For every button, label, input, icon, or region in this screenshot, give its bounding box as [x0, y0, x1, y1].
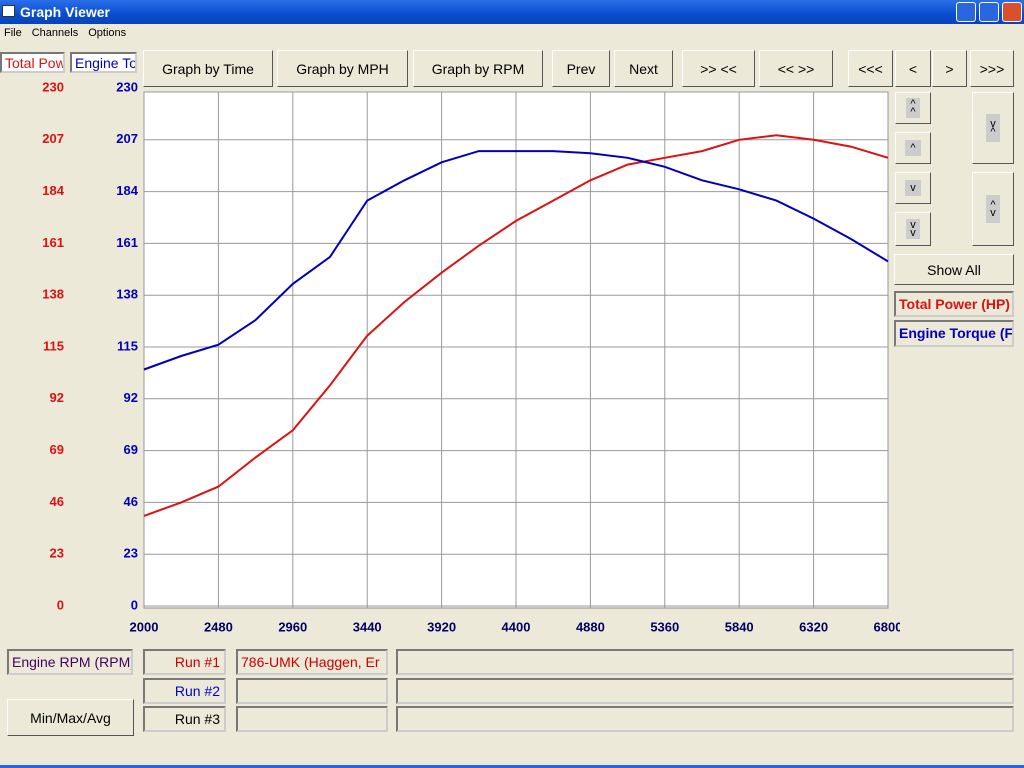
y-tick-label: 115	[43, 338, 64, 353]
run-detail	[396, 678, 1014, 704]
toolbar-button[interactable]: <<<	[848, 50, 893, 87]
title-bar: Graph Viewer	[0, 0, 1024, 24]
zoom-in[interactable]: v ^	[972, 92, 1014, 164]
y-tick-label: 161	[42, 235, 64, 250]
x-tick-label: 5360	[650, 619, 679, 634]
y2-tick-label: 184	[116, 183, 138, 198]
toolbar-button[interactable]: Graph by RPM	[413, 50, 543, 87]
window-title: Graph Viewer	[20, 4, 111, 20]
bottom-border	[0, 765, 1024, 768]
y-tick-label: 207	[42, 131, 64, 146]
scroll-up-fast[interactable]: ^ ^	[895, 92, 931, 124]
y-tick-label: 230	[42, 79, 64, 94]
run-detail	[396, 706, 1014, 732]
y-tick-label: 92	[50, 390, 64, 405]
x-channel-box[interactable]: Engine RPM (RPM)	[7, 649, 133, 675]
toolbar-button[interactable]: <	[895, 50, 931, 87]
y-tick-label: 69	[50, 442, 64, 457]
toolbar-button[interactable]: >	[932, 50, 967, 87]
toolbar-button[interactable]: >> <<	[682, 50, 755, 87]
show-all-button[interactable]: Show All	[894, 254, 1014, 285]
x-tick-label: 5840	[725, 619, 754, 634]
y2-axis-header: Engine Torque (F	[70, 52, 137, 73]
toolbar-button[interactable]: Graph by MPH	[277, 50, 408, 87]
y2-tick-label: 207	[116, 131, 138, 146]
run-label: Run #3	[143, 706, 226, 732]
toolbar-button[interactable]: Graph by Time	[143, 50, 273, 87]
app-icon	[2, 5, 15, 17]
x-tick-label: 3920	[427, 619, 456, 634]
y2-tick-label: 138	[116, 287, 138, 302]
scroll-down[interactable]: v	[895, 172, 931, 204]
close-button[interactable]	[1002, 2, 1022, 22]
run-label: Run #2	[143, 678, 226, 704]
menu-item[interactable]: Options	[88, 27, 127, 39]
scroll-up[interactable]: ^	[895, 132, 931, 164]
y2-tick-label: 69	[124, 442, 138, 457]
toolbar-button[interactable]: Next	[614, 50, 673, 87]
y2-tick-label: 161	[116, 235, 138, 250]
y-tick-label: 23	[50, 546, 64, 561]
menu-item[interactable]: File	[4, 27, 22, 39]
y2-tick-label: 0	[131, 597, 138, 612]
x-tick-label: 4880	[576, 619, 605, 634]
x-tick-label: 6320	[799, 619, 828, 634]
menu-item[interactable]: Channels	[31, 27, 79, 39]
y-tick-label: 0	[57, 597, 64, 612]
run-name[interactable]	[236, 678, 388, 704]
menu-bar: File Channels Options	[0, 24, 1024, 42]
minimize-button[interactable]	[956, 2, 976, 22]
y2-tick-label: 230	[116, 79, 138, 94]
series-line	[143, 134, 889, 517]
x-tick-label: 4400	[502, 619, 531, 634]
y-tick-label: 138	[42, 287, 64, 302]
x-tick-label: 3440	[353, 619, 382, 634]
legend-entry[interactable]: Engine Torque (F	[894, 320, 1014, 347]
y-tick-label: 46	[50, 494, 64, 509]
y2-tick-label: 23	[124, 546, 138, 561]
maximize-button[interactable]	[979, 2, 999, 22]
plot-area	[143, 91, 889, 609]
zoom-out[interactable]: ^ v	[972, 172, 1014, 246]
x-tick-label: 2960	[278, 619, 307, 634]
y2-tick-label: 92	[124, 390, 138, 405]
x-tick-label: 2480	[204, 619, 233, 634]
y2-tick-label: 115	[117, 338, 138, 353]
chart: 0 23 46 69 92 115 138 161 184 207 230 0 23 46 69 92 115 1…	[42, 79, 900, 634]
min-max-avg-button[interactable]: Min/Max/Avg	[7, 699, 134, 736]
run-name[interactable]	[236, 706, 388, 732]
x-tick-label: 6800	[874, 619, 900, 634]
series-line	[143, 150, 889, 371]
legend-entry[interactable]: Total Power (HP)	[894, 291, 1014, 317]
x-tick-label: 2000	[130, 619, 159, 634]
y-axis-header: Total Power (HP)	[0, 52, 65, 73]
y-tick-label: 184	[42, 183, 64, 198]
y2-tick-label: 46	[124, 494, 138, 509]
run-detail	[396, 649, 1014, 675]
toolbar-button[interactable]: << >>	[759, 50, 833, 87]
run-name[interactable]: 786-UMK (Haggen, Er	[236, 649, 388, 675]
toolbar-button[interactable]: Prev	[552, 50, 610, 87]
run-label: Run #1	[143, 649, 226, 675]
toolbar-button[interactable]: >>>	[970, 50, 1014, 87]
